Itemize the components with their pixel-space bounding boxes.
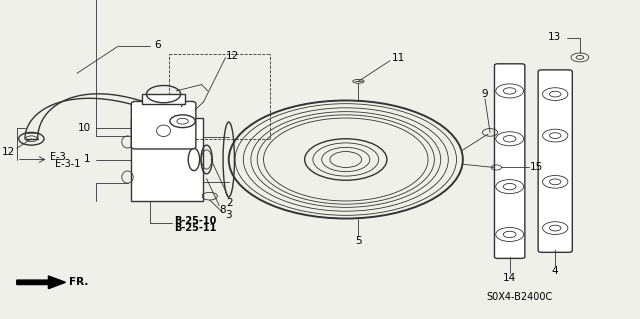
FancyBboxPatch shape <box>131 101 196 149</box>
Text: S0X4-B2400C: S0X4-B2400C <box>486 292 553 302</box>
Text: 5: 5 <box>355 236 362 246</box>
Text: 11: 11 <box>392 53 405 63</box>
Bar <box>142 94 185 104</box>
Text: 8: 8 <box>219 205 226 215</box>
Text: 10: 10 <box>77 122 91 133</box>
Text: E-3-1: E-3-1 <box>55 159 80 169</box>
Text: 14: 14 <box>503 272 516 283</box>
Polygon shape <box>17 276 65 289</box>
Text: E-3: E-3 <box>51 152 66 162</box>
Bar <box>131 118 204 201</box>
FancyBboxPatch shape <box>495 64 525 258</box>
Text: 15: 15 <box>531 162 543 173</box>
Text: 1: 1 <box>84 154 91 165</box>
Text: FR.: FR. <box>69 277 89 287</box>
Text: 3: 3 <box>225 210 232 220</box>
Text: B-25-10: B-25-10 <box>173 216 216 226</box>
Text: 7: 7 <box>178 99 184 109</box>
Text: 13: 13 <box>548 32 561 42</box>
Text: 12: 12 <box>2 147 15 158</box>
Text: 6: 6 <box>154 40 161 50</box>
Text: B-25-11: B-25-11 <box>173 223 216 233</box>
FancyBboxPatch shape <box>538 70 572 252</box>
Text: 9: 9 <box>482 89 488 99</box>
Text: 4: 4 <box>552 266 559 276</box>
Text: 2: 2 <box>227 197 234 208</box>
Text: 12: 12 <box>226 51 239 61</box>
